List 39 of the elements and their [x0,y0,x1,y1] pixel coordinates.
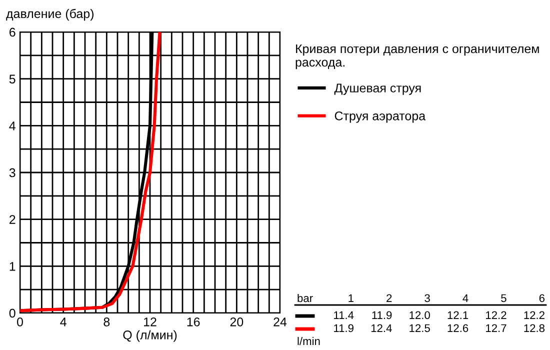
text: 12.6 [448,324,468,332]
text: 12.7 [486,324,506,332]
text: 2 [386,294,392,302]
text: 12.2 [486,311,506,319]
y-tick-label: 6 [10,28,16,37]
text: 11.9 [372,311,392,320]
x-axis-title: Q (л/мин) [123,330,177,342]
text: 5 [501,294,506,302]
legend-label: Душевая струя [334,84,421,95]
text: l/min [298,336,320,346]
text: 12.0 [410,311,430,320]
x-tick-label: 24 [274,317,287,326]
text: 11.9 [334,324,354,332]
y-tick-label: 0 [9,308,16,318]
y-tick-label: 3 [9,168,16,178]
text: 12.5 [410,324,430,332]
x-tick-label: 4 [60,318,66,326]
x-tick-label: 20 [230,317,244,326]
text: 12.1 [448,311,468,319]
y-tick-label: 4 [9,122,16,130]
text: 11.4 [334,311,354,319]
text: 12.4 [371,324,392,332]
text: 3 [424,294,430,302]
y-axis-title: давление (бар) [6,8,94,21]
text: 12.2 [524,311,544,319]
y-tick-label: 1 [10,262,16,271]
text: Кривая потери давления с ограничителем расхода. [296,44,539,70]
x-tick-label: 0 [17,317,23,326]
x-tick-label: 8 [104,317,110,326]
y-tick-label: 2 [10,215,16,224]
text: 4 [462,294,468,302]
legend-label: Струя аэратора [334,111,426,123]
text: 6 [539,294,545,302]
text: 12.8 [524,324,545,332]
x-tick-label: 16 [187,317,200,326]
x-tick-label: 12 [144,317,156,326]
y-tick-label: 5 [9,74,16,84]
text: 1 [348,294,354,302]
text: bar [298,294,313,302]
